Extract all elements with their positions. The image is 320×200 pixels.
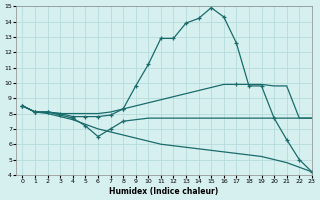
X-axis label: Humidex (Indice chaleur): Humidex (Indice chaleur) xyxy=(109,187,219,196)
